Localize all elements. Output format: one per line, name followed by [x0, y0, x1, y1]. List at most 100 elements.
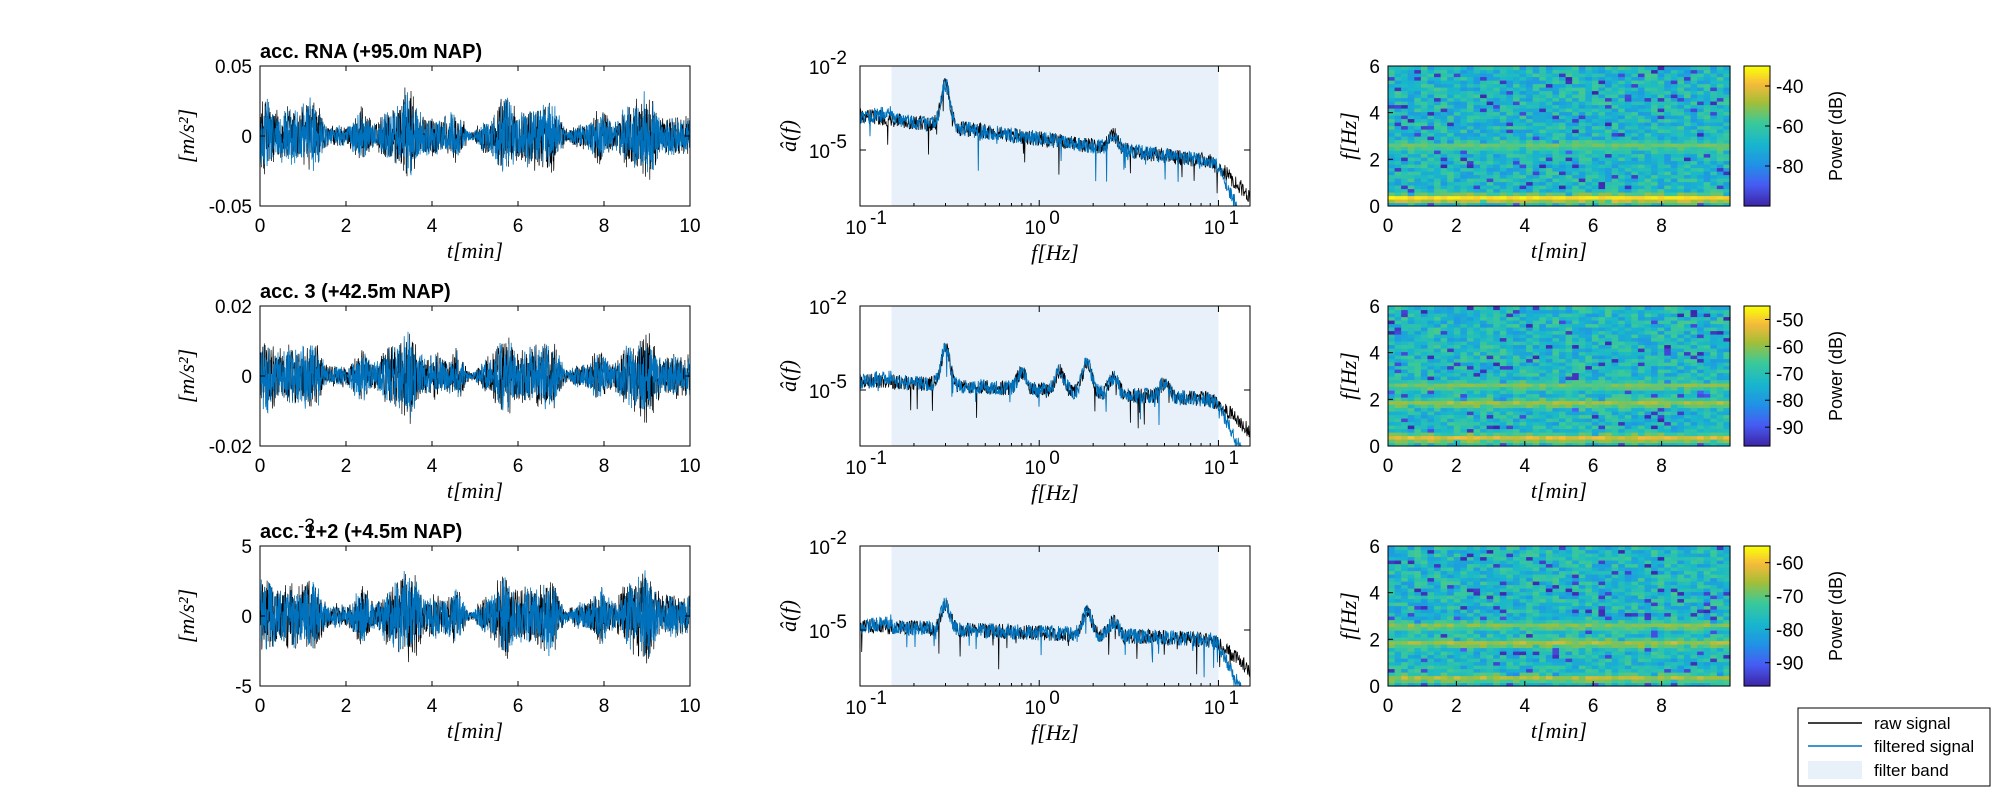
spectrogram-cell — [1611, 306, 1619, 311]
spectrogram-cell — [1506, 313, 1514, 318]
spectrogram-cell — [1644, 202, 1652, 207]
spectrogram-cell — [1591, 411, 1600, 416]
spectrogram-cell — [1512, 69, 1521, 74]
spectrogram-cell — [1414, 383, 1422, 388]
spectrogram-cell — [1591, 432, 1600, 437]
colorbar-segment — [1744, 180, 1770, 184]
spectrogram-cell — [1545, 132, 1554, 137]
spectrogram-cell — [1427, 66, 1435, 71]
spectrogram-cell — [1407, 411, 1415, 416]
spectrogram-cell — [1545, 365, 1554, 370]
spectrogram-cell — [1598, 306, 1606, 311]
spectrogram-cell — [1552, 104, 1560, 109]
spectrogram-cell — [1407, 365, 1415, 370]
spectrogram-cell — [1420, 435, 1429, 440]
spectrogram-cell — [1447, 435, 1455, 440]
spectrogram-cell — [1703, 129, 1711, 134]
spectrogram-cell — [1585, 118, 1593, 123]
spectrogram-cell — [1578, 129, 1586, 134]
spectrogram-cell — [1637, 146, 1646, 151]
spectrogram-cell — [1651, 316, 1659, 321]
spectrogram-cell — [1493, 146, 1501, 151]
spectrogram-cell — [1631, 425, 1639, 430]
spectrogram-cell — [1420, 425, 1429, 430]
spectrogram-cell — [1565, 428, 1573, 433]
spectrogram-cell — [1414, 87, 1422, 92]
spectrogram-cell — [1644, 143, 1652, 148]
spectrogram-cell — [1427, 386, 1435, 391]
spectrogram-cell — [1440, 104, 1448, 109]
spectrogram-cell — [1512, 376, 1521, 381]
spectrogram-cell — [1394, 94, 1402, 99]
spectrogram-cell — [1605, 153, 1613, 158]
spectrogram-cell — [1394, 414, 1402, 419]
spectrogram-cell — [1552, 411, 1560, 416]
spectrogram-cell — [1486, 432, 1494, 437]
spectrogram-cell — [1434, 167, 1442, 172]
spectrogram-cell — [1703, 171, 1711, 176]
y-tick-label: 5 — [241, 537, 252, 558]
spectrogram-cell — [1519, 414, 1527, 419]
spectrogram-cell — [1559, 202, 1567, 207]
spectrogram-cell — [1440, 672, 1448, 677]
spectrogram-cell — [1670, 136, 1678, 141]
spectrogram-cell — [1545, 164, 1554, 169]
spectrogram-cell — [1559, 323, 1567, 328]
spectrogram-cell — [1434, 101, 1442, 106]
spectrogram-cell — [1394, 80, 1402, 85]
spectrogram-cell — [1624, 73, 1632, 78]
spectrogram-cell — [1618, 376, 1626, 381]
spectrogram-cell — [1585, 369, 1593, 374]
filtered-spectrum-line — [859, 342, 1250, 447]
spectrogram-cell — [1460, 76, 1468, 81]
spectrogram-cell — [1545, 379, 1554, 384]
spectrogram-cell — [1486, 365, 1494, 370]
spectrogram-cell — [1388, 309, 1396, 314]
spectrogram-cell — [1401, 393, 1409, 398]
spectrogram-cell — [1559, 90, 1567, 95]
spectrogram-cell — [1388, 323, 1396, 328]
spectrogram-cell — [1664, 330, 1672, 335]
spectrogram-cell — [1677, 160, 1685, 165]
spectrogram-cell — [1723, 115, 1731, 120]
spectrogram-cell — [1677, 309, 1685, 314]
spectrogram-cell — [1677, 435, 1685, 440]
y-tick-label: 0.05 — [215, 57, 252, 78]
spectrogram-cell — [1664, 414, 1672, 419]
colorbar-segment — [1744, 80, 1770, 83]
spectrogram-cell — [1539, 386, 1547, 391]
spectrogram-cell — [1637, 171, 1646, 176]
spectrogram-cell — [1664, 202, 1672, 207]
spectrogram-cell — [1512, 432, 1521, 437]
spectrogram-cell — [1716, 383, 1725, 388]
spectrogram-cell — [1703, 125, 1711, 130]
spectrogram-cell — [1723, 316, 1731, 321]
spectrogram-cell — [1716, 665, 1725, 670]
spectrogram-cell — [1499, 379, 1507, 384]
spectrogram-cell — [1624, 330, 1632, 335]
spectrogram-cell — [1480, 407, 1488, 412]
spectrogram-cell — [1434, 192, 1442, 197]
spectrogram-cell — [1585, 157, 1593, 162]
x-axis-label: f[Hz] — [1031, 240, 1079, 265]
spectrogram-cell — [1506, 418, 1514, 423]
spectrogram-cell — [1559, 679, 1567, 684]
spectrogram-cell — [1585, 309, 1593, 314]
spectrogram-cell — [1388, 372, 1396, 377]
spectrogram-cell — [1506, 73, 1514, 78]
spectrogram-cell — [1611, 69, 1619, 74]
spectrogram-cell — [1578, 83, 1586, 88]
spectrogram-cell — [1506, 393, 1514, 398]
spectrogram-cell — [1447, 358, 1455, 363]
spectrogram-cell — [1565, 69, 1573, 74]
spectrogram-cell — [1565, 157, 1573, 162]
spectrogram-cell — [1697, 87, 1705, 92]
spectrogram-cell — [1591, 125, 1600, 130]
spectrogram-cell — [1480, 188, 1488, 193]
spectrogram-cell — [1664, 661, 1672, 666]
spectrogram-cell — [1493, 668, 1501, 673]
spectrogram-cell — [1480, 661, 1488, 666]
spectrogram-cell — [1723, 122, 1731, 127]
x-tick-label: 0 — [1383, 216, 1394, 237]
spectrogram-cell — [1493, 69, 1501, 74]
